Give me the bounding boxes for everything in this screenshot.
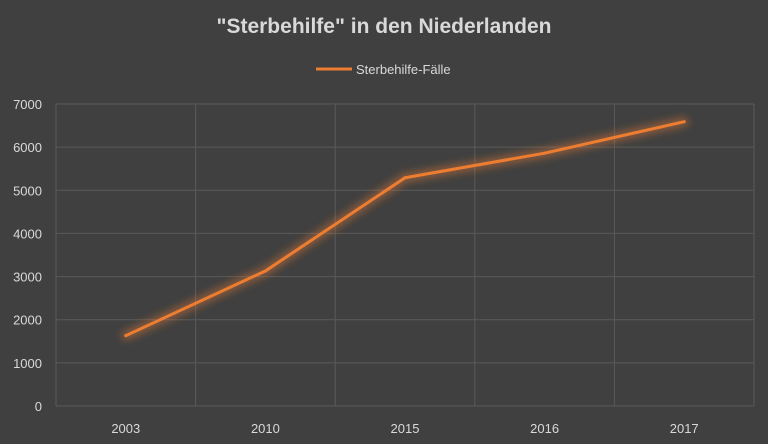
data-point [543,151,547,155]
x-tick-label: 2016 [530,421,559,436]
y-tick-label: 6000 [13,140,42,155]
y-tick-label: 2000 [13,313,42,328]
legend-label: Sterbehilfe-Fälle [356,62,451,77]
x-tick-label: 2015 [391,421,420,436]
y-tick-label: 5000 [13,183,42,198]
y-tick-label: 1000 [13,356,42,371]
series-line-sterbehilfe-faelle [124,120,686,338]
y-axis-ticks: 0 1000 2000 3000 4000 5000 6000 7000 [13,97,42,414]
data-point [263,269,267,273]
data-point [682,120,686,124]
y-tick-label: 7000 [13,97,42,112]
x-tick-label: 2017 [670,421,699,436]
x-tick-label: 2010 [251,421,280,436]
data-point [403,176,407,180]
series-lines [121,117,689,341]
series-line-glow [121,117,689,341]
x-tick-label: 2003 [111,421,140,436]
gridlines [55,103,755,407]
legend: Sterbehilfe-Fälle [316,62,451,77]
chart-title: "Sterbehilfe" in den Niederlanden [217,15,552,38]
x-axis-ticks: 2003 2010 2015 2016 2017 [111,421,698,436]
data-point [124,334,128,338]
y-tick-label: 3000 [13,270,42,285]
y-tick-label: 4000 [13,226,42,241]
y-tick-label: 0 [35,399,42,414]
